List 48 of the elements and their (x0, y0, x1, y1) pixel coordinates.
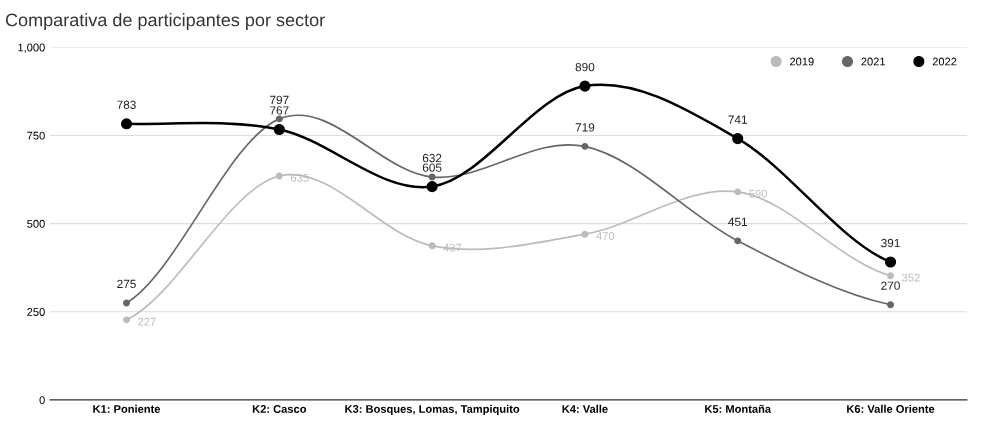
data-label: 391 (881, 238, 900, 248)
x-tick-label: K3: Bosques, Lomas, Tampiquito (345, 404, 520, 416)
y-tick-label: 1,000 (18, 43, 45, 53)
point (123, 316, 130, 324)
x-tick-label: K4: Valle (562, 404, 608, 413)
point (426, 181, 438, 193)
y-tick-label: 500 (27, 219, 45, 228)
point (887, 272, 895, 280)
legend-label: 2022 (932, 57, 957, 66)
point (428, 173, 436, 181)
x-tick-label: K5: Montaña (705, 404, 772, 413)
data-label: 741 (728, 115, 747, 124)
point (275, 172, 283, 180)
point (581, 142, 589, 150)
point (734, 188, 742, 196)
data-label: 352 (902, 273, 920, 282)
x-tick-label: K1: Poniente (93, 404, 161, 413)
point (579, 80, 591, 92)
x-tick-label: K6: Valle Oriente (847, 404, 935, 413)
data-label: 890 (575, 62, 595, 72)
point (275, 115, 283, 123)
point (887, 301, 895, 309)
data-label: 227 (138, 317, 156, 326)
point (732, 133, 744, 145)
point (581, 230, 589, 238)
data-label: 797 (270, 95, 289, 105)
data-label: 270 (881, 281, 900, 290)
point (123, 299, 130, 307)
data-label: 632 (422, 153, 442, 163)
data-label: 783 (117, 100, 136, 109)
chart-title: Comparativa de participantes por sector (5, 13, 325, 30)
legend-label: 2019 (790, 57, 814, 66)
x-tick-label: K2: Casco (252, 405, 307, 413)
point (734, 237, 742, 245)
data-label: 451 (728, 217, 747, 227)
point (120, 118, 133, 130)
legend-label: 2021 (861, 57, 886, 66)
data-label: 275 (117, 279, 136, 289)
data-label: 605 (422, 163, 442, 172)
point (428, 242, 436, 250)
data-label: 767 (270, 106, 289, 115)
y-tick-label: 250 (27, 308, 45, 316)
y-tick-label: 0 (39, 396, 45, 405)
y-tick-label: 750 (27, 131, 45, 140)
point (273, 123, 285, 136)
data-label: 719 (575, 123, 595, 132)
point (884, 256, 897, 268)
data-label: 470 (596, 232, 615, 240)
